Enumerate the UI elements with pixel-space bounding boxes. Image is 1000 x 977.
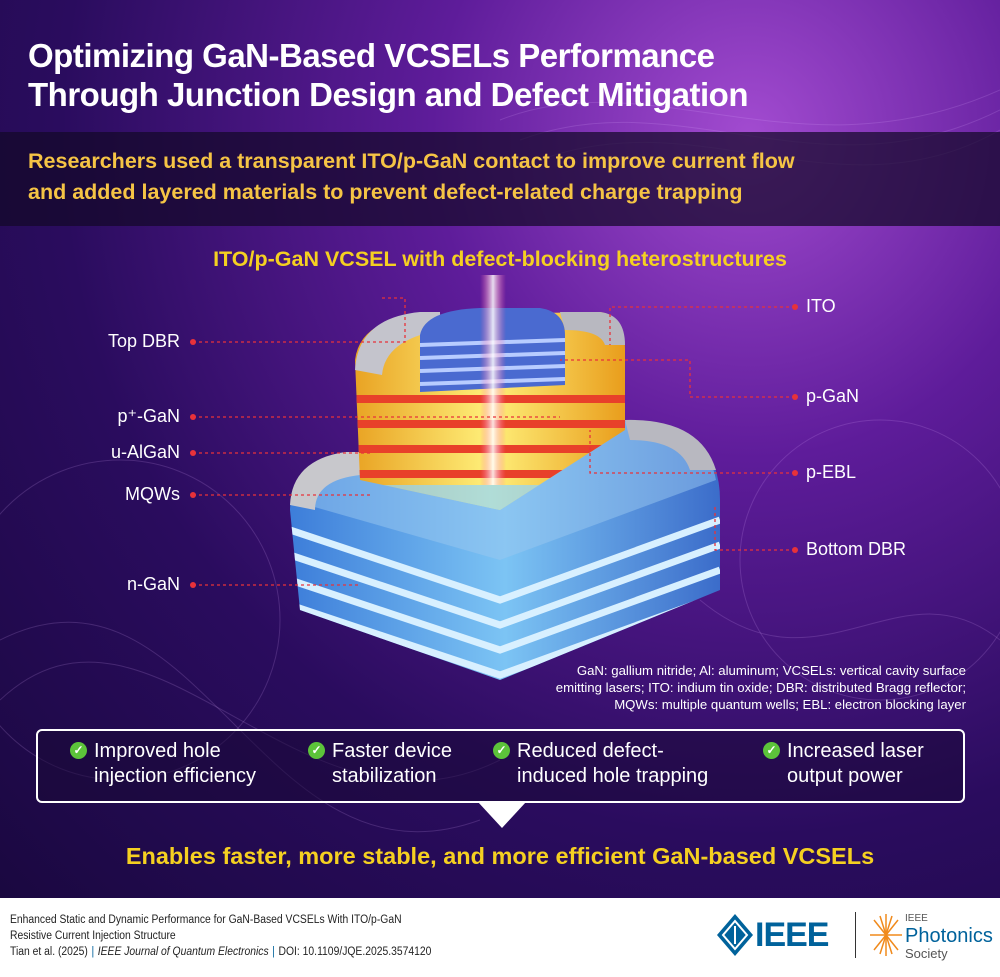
check-circle-icon: ✓ xyxy=(493,742,510,759)
ieee-logo-icon xyxy=(717,914,753,956)
benefit-text: Reduced defect- xyxy=(517,740,664,762)
benefit-text: induced hole trapping xyxy=(517,765,709,787)
label-bottom-dbr: Bottom DBR xyxy=(806,539,907,559)
vcsel-diagram xyxy=(190,275,798,680)
paper-title: Resistive Current Injection Structure xyxy=(10,930,176,942)
check-circle-icon: ✓ xyxy=(308,742,325,759)
abbreviation-line: GaN: gallium nitride; Al: aluminum; VCSE… xyxy=(576,663,966,678)
divider xyxy=(855,912,856,958)
title-line: Through Junction Design and Defect Mitig… xyxy=(28,76,748,113)
benefit-text: output power xyxy=(787,765,903,787)
label-mqws: MQWs xyxy=(125,484,180,504)
benefit-text: stabilization xyxy=(332,765,437,787)
benefit-item: ✓ Faster device stabilization xyxy=(308,739,452,789)
benefit-item: ✓ Improved hole injection efficiency xyxy=(70,739,256,789)
logo-text: Society xyxy=(905,946,948,961)
check-circle-icon: ✓ xyxy=(763,742,780,759)
ieee-logo-text: IEEE xyxy=(755,916,829,954)
diagram-title: ITO/p-GaN VCSEL with defect-blocking het… xyxy=(213,247,787,271)
abbreviations: GaN: gallium nitride; Al: aluminum; VCSE… xyxy=(526,662,966,713)
footer: Enhanced Static and Dynamic Performance … xyxy=(0,898,1000,977)
summary-line: Researchers used a transparent ITO/p-GaN… xyxy=(28,149,795,173)
label-dots xyxy=(190,304,798,588)
abbreviation-line: MQWs: multiple quantum wells; EBL: elect… xyxy=(614,697,966,712)
benefit-text: injection efficiency xyxy=(94,765,256,787)
label-top-dbr: Top DBR xyxy=(107,331,180,351)
label-u-algan: u-AlGaN xyxy=(110,442,180,462)
photonics-society-logo: IEEE Photonics Society xyxy=(905,912,993,960)
citation: Enhanced Static and Dynamic Performance … xyxy=(10,914,432,958)
check-circle-icon: ✓ xyxy=(70,742,87,759)
conclusion: Enables faster, more stable, and more ef… xyxy=(125,843,875,869)
label-p-plus-gan: p⁺-GaN xyxy=(117,406,180,426)
label-n-gan: n-GaN xyxy=(126,574,180,594)
logo-text: Photonics xyxy=(905,925,993,947)
journal: IEEE Journal of Quantum Electronics xyxy=(97,946,269,958)
benefits-box: ✓ Improved hole injection efficiency ✓ F… xyxy=(36,729,965,803)
label-p-ebl: p-EBL xyxy=(806,462,857,482)
summary: Researchers used a transparent ITO/p-GaN… xyxy=(28,146,795,208)
benefit-text: Improved hole xyxy=(94,740,221,762)
arrow-down-icon xyxy=(478,802,526,828)
photonics-starburst-icon xyxy=(870,914,902,956)
benefit-item: ✓ Reduced defect- induced hole trapping xyxy=(493,739,708,789)
leader-lines xyxy=(193,297,795,586)
page-title: Optimizing GaN-Based VCSELs Performance … xyxy=(28,36,748,114)
abbreviation-line: emitting lasers; ITO: indium tin oxide; … xyxy=(555,680,966,695)
infographic: Optimizing GaN-Based VCSELs Performance … xyxy=(0,0,1000,898)
summary-line: and added layered materials to prevent d… xyxy=(28,180,743,204)
authors: Tian et al. (2025) xyxy=(10,946,88,958)
title-line: Optimizing GaN-Based VCSELs Performance xyxy=(28,37,715,74)
benefit-text: Faster device xyxy=(332,740,453,762)
paper-title: Enhanced Static and Dynamic Performance … xyxy=(10,914,402,926)
label-ito: ITO xyxy=(806,296,836,316)
logo-text: IEEE xyxy=(905,913,928,924)
top-ring xyxy=(560,312,625,345)
benefit-item: ✓ Increased laser output power xyxy=(763,739,924,789)
laser-beam xyxy=(480,275,506,485)
doi-link[interactable]: DOI: 10.1109/JQE.2025.3574120 xyxy=(278,946,432,958)
bottom-ring xyxy=(625,419,716,470)
summary-band xyxy=(0,132,1000,226)
benefit-text: Increased laser xyxy=(787,740,924,762)
label-p-gan: p-GaN xyxy=(806,386,860,406)
top-ring xyxy=(355,312,440,375)
